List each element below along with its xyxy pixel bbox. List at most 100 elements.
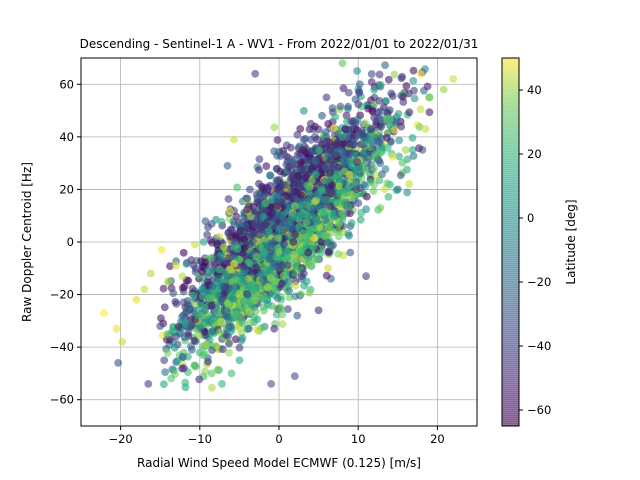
scatter-point: [332, 150, 340, 159]
scatter-point: [285, 293, 294, 302]
scatter-point: [268, 208, 276, 217]
x-tick-label: 20: [430, 432, 445, 446]
scatter-point: [298, 146, 307, 154]
scatter-point: [342, 111, 351, 120]
scatter-point: [316, 249, 325, 258]
scatter-point: [353, 158, 362, 166]
scatter-point: [253, 315, 262, 324]
scatter-point: [388, 153, 397, 161]
y-tick-label: −40: [50, 340, 74, 354]
scatter-point: [144, 380, 153, 388]
scatter-point: [266, 181, 274, 190]
scatter-point: [314, 306, 323, 315]
scatter-point: [364, 104, 372, 113]
scatter-point: [284, 305, 292, 313]
scatter-point: [334, 227, 343, 235]
scatter-point: [212, 306, 221, 315]
scatter-point: [246, 299, 255, 307]
scatter-point: [302, 218, 311, 226]
scatter-point: [309, 225, 318, 233]
scatter-point: [408, 146, 417, 154]
scatter-point: [225, 265, 234, 274]
scatter-point: [289, 238, 298, 246]
scatter-point: [369, 187, 378, 195]
scatter-point: [214, 274, 223, 283]
scatter-point: [225, 348, 233, 357]
scatter-point: [314, 125, 323, 134]
scatter-point: [280, 150, 289, 159]
y-tick-label: 20: [59, 182, 74, 196]
scatter-point: [283, 254, 291, 263]
scatter-point: [296, 290, 305, 299]
scatter-point: [344, 88, 353, 97]
scatter-point: [307, 211, 316, 220]
scatter-point: [272, 287, 281, 296]
colorbar: −60 −40 −20 0 20 40 Latitude [deg]: [501, 57, 578, 427]
scatter-point: [376, 81, 385, 89]
scatter-point: [396, 171, 405, 180]
scatter-point: [346, 248, 355, 257]
y-tick-label: 0: [67, 235, 74, 249]
scatter-point: [296, 124, 305, 133]
scatter-point: [193, 311, 202, 320]
scatter-point: [319, 208, 328, 216]
scatter-point: [233, 245, 242, 254]
scatter-point: [239, 276, 248, 284]
scatter-point: [172, 299, 181, 308]
scatter-point: [201, 331, 210, 339]
scatter-point: [383, 179, 391, 188]
scatter-point: [172, 261, 180, 270]
scatter-point: [287, 186, 296, 195]
scatter-point: [383, 143, 392, 152]
scatter-point: [225, 323, 233, 332]
scatter-point: [238, 319, 247, 327]
scatter-point: [305, 288, 314, 297]
scatter-point: [367, 78, 376, 86]
scatter-point: [347, 194, 356, 202]
scatter-point: [195, 375, 204, 384]
scatter-point: [163, 330, 172, 338]
scatter-point: [324, 248, 333, 257]
scatter-point: [189, 291, 198, 300]
scatter-point: [283, 192, 292, 201]
scatter-point: [273, 176, 282, 185]
scatter-point: [179, 248, 188, 257]
scatter-point: [236, 227, 245, 236]
scatter-point: [207, 316, 216, 324]
scatter-point: [322, 93, 331, 102]
scatter-point: [375, 70, 384, 79]
x-tick-label: 0: [275, 432, 282, 446]
scatter-point: [371, 150, 379, 159]
scatter-point: [223, 307, 231, 316]
scatter-point: [365, 153, 373, 162]
scatter-point: [334, 250, 343, 258]
scatter-point: [415, 123, 424, 131]
colorbar-tick-label: −20: [527, 275, 551, 289]
scatter-point: [390, 125, 399, 134]
scatter-point: [303, 198, 312, 206]
y-tick-label: 40: [59, 130, 74, 144]
scatter-point: [170, 343, 179, 352]
scatter-point: [208, 282, 217, 291]
x-tick-label: −10: [188, 432, 212, 446]
scatter-point: [449, 75, 458, 83]
scatter-point: [238, 334, 247, 343]
scatter-point: [232, 212, 241, 221]
scatter-point: [439, 85, 448, 94]
scatter-point: [299, 229, 307, 237]
scatter-point: [409, 77, 418, 85]
scatter-point: [259, 185, 268, 194]
scatter-point: [415, 144, 423, 153]
scatter-point: [356, 215, 365, 224]
scatter-point: [252, 252, 261, 261]
scatter-point: [191, 240, 199, 249]
scatter-point: [240, 235, 249, 244]
scatter-point: [181, 378, 190, 387]
scatter-point: [265, 266, 273, 274]
scatter-point: [384, 193, 393, 201]
scatter-point: [286, 143, 295, 152]
scatter-point: [213, 365, 222, 374]
scatter-point: [218, 294, 227, 303]
scatter-point: [219, 282, 228, 291]
scatter-point: [223, 299, 232, 308]
